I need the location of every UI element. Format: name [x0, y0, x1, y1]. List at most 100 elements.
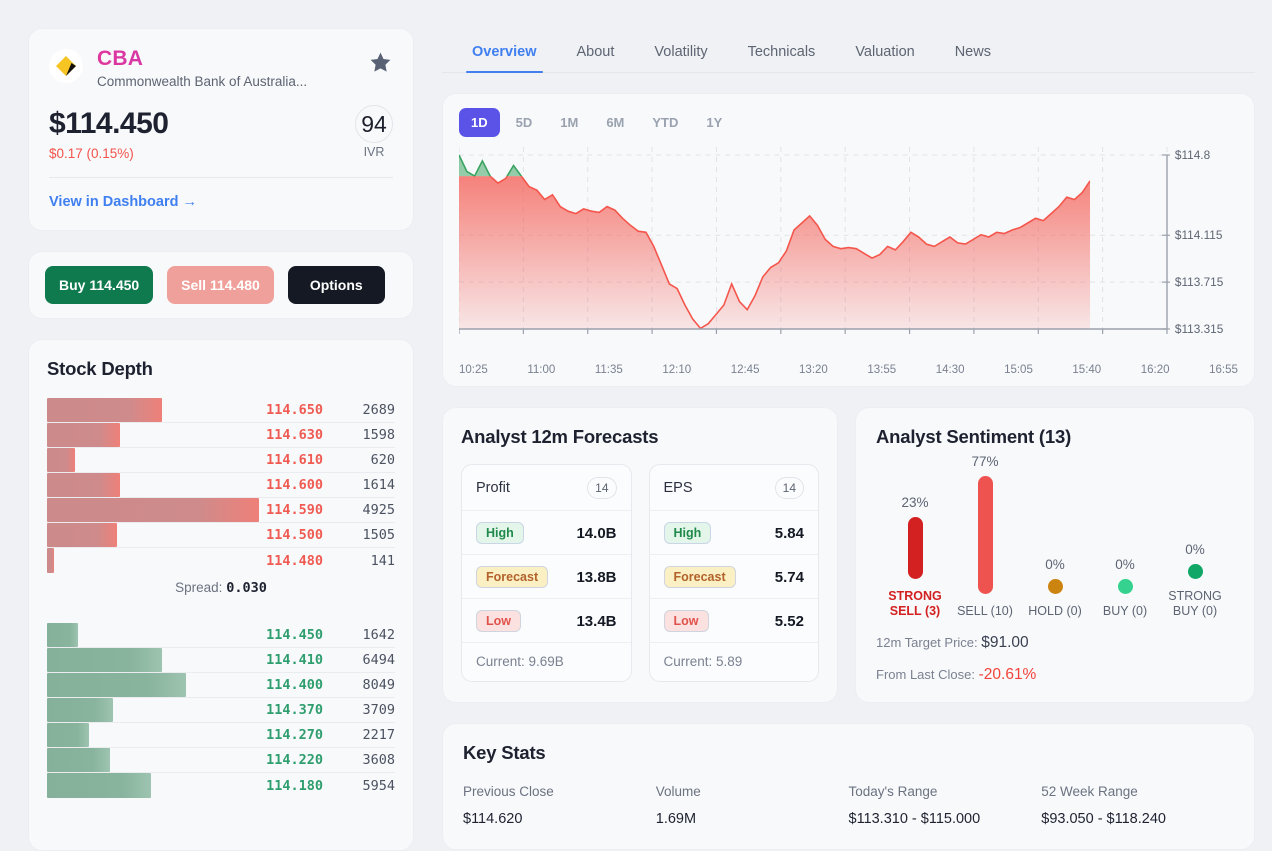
- stock-identity: CBA Commonwealth Bank of Australia...: [97, 47, 368, 89]
- view-in-dashboard-link[interactable]: View in Dashboard →: [49, 194, 197, 211]
- stat-label: Today's Range: [848, 784, 938, 799]
- sentiment-label: STRONG SELL (3): [888, 588, 942, 619]
- forecast-row: Low 13.4B: [462, 599, 631, 643]
- table-row[interactable]: 114.650 2689: [47, 398, 395, 424]
- sentiment-column: 23% STRONG SELL (3): [880, 495, 950, 620]
- forecast-badge: Forecast: [476, 566, 549, 588]
- depth-price: 114.400: [266, 677, 323, 694]
- forecast-metric-name: EPS: [663, 480, 693, 496]
- right-column: Overview About Volatility Technicals Valuati…: [442, 28, 1255, 851]
- depth-volume-bar: [47, 548, 54, 574]
- tab-overview[interactable]: Overview: [456, 38, 553, 73]
- depth-price: 114.450: [266, 627, 323, 644]
- table-row[interactable]: 114.410 6494: [47, 648, 395, 674]
- price-chart: $114.8 $114.115 $113.715 $113.315: [458, 147, 1238, 362]
- table-row[interactable]: 114.450 1642: [47, 623, 395, 649]
- depth-price: 114.480: [266, 552, 323, 569]
- chart-line-down: [473, 176, 1091, 330]
- range-ytd[interactable]: YTD: [640, 108, 690, 137]
- tab-volatility[interactable]: Volatility: [638, 38, 723, 72]
- spread-value: 0.030: [226, 580, 267, 597]
- forecast-badge: Low: [476, 610, 521, 632]
- tab-news[interactable]: News: [939, 38, 1007, 72]
- depth-volume: 4925: [362, 502, 395, 519]
- x-axis-label: 11:00: [527, 364, 556, 376]
- sentiment-column: 0% HOLD (0): [1020, 557, 1090, 620]
- table-row[interactable]: 114.600 1614: [47, 473, 395, 499]
- stock-company-name: Commonwealth Bank of Australia...: [97, 74, 308, 90]
- sentiment-label: STRONG BUY (0): [1168, 588, 1222, 619]
- forecast-card-profit: Profit 14 High 14.0B Forecast 13.8B Low 13.4B Cu…: [461, 464, 632, 682]
- price-group: $114.450 $0.17 (0.15%): [49, 107, 169, 161]
- table-row[interactable]: 114.480 141: [47, 548, 395, 574]
- table-row[interactable]: 114.590 4925: [47, 498, 395, 524]
- range-1y[interactable]: 1Y: [694, 108, 734, 137]
- table-row[interactable]: 114.220 3608: [47, 748, 395, 774]
- chart-area-down: [459, 176, 1091, 329]
- depth-volume-bar: [47, 648, 162, 673]
- ivr-value: 94: [355, 105, 393, 144]
- stock-summary-card: CBA Commonwealth Bank of Australia... $1…: [28, 28, 414, 232]
- forecasts-title: Analyst 12m Forecasts: [461, 426, 659, 447]
- depth-price: 114.600: [266, 477, 323, 494]
- sentiment-column: 77% SELL (10): [950, 454, 1020, 620]
- sentiment-percent: 0%: [1115, 557, 1135, 573]
- sentiment-percent: 77%: [971, 454, 999, 470]
- options-button[interactable]: Options: [287, 266, 385, 305]
- depth-volume-bar: [47, 698, 114, 723]
- buy-button[interactable]: Buy 114.450: [45, 266, 154, 305]
- analyst-sentiment-card: Analyst Sentiment (13) 23% STRONG SELL (3…: [855, 407, 1255, 703]
- stock-ticker: CBA: [97, 47, 368, 71]
- sell-button[interactable]: Sell 114.480: [167, 266, 274, 305]
- tab-technicals[interactable]: Technicals: [732, 38, 832, 72]
- depth-volume: 620: [370, 452, 395, 469]
- section-tabs: Overview About Volatility Technicals Valuati…: [442, 28, 1255, 73]
- depth-price: 114.270: [266, 727, 323, 744]
- forecast-row: Forecast 5.74: [649, 555, 818, 599]
- x-axis-label: 15:40: [1072, 364, 1102, 376]
- depth-volume-bar: [47, 723, 89, 748]
- depth-volume-bar: [47, 773, 152, 799]
- target-price-label: 12m Target Price:: [876, 635, 978, 650]
- price-block: $114.450 $0.17 (0.15%) 94 IVR: [49, 105, 393, 161]
- range-6m[interactable]: 6M: [594, 108, 636, 137]
- depth-price: 114.220: [266, 752, 323, 769]
- depth-volume-bar: [47, 748, 110, 773]
- y-axis-label: $114.8: [1175, 148, 1211, 162]
- target-price-value: $91.00: [981, 634, 1029, 651]
- range-1m[interactable]: 1M: [548, 108, 590, 137]
- depth-volume-bar: [47, 473, 121, 498]
- depth-volume: 1598: [362, 427, 395, 444]
- table-row[interactable]: 114.180 5954: [47, 773, 395, 799]
- favorite-star-icon[interactable]: [368, 50, 393, 80]
- forecast-value: 14.0B: [576, 524, 617, 542]
- forecast-value: 13.4B: [576, 612, 617, 630]
- tab-valuation[interactable]: Valuation: [839, 38, 930, 72]
- table-row[interactable]: 114.630 1598: [47, 423, 395, 449]
- chart-area-up: [459, 155, 522, 177]
- range-1d[interactable]: 1D: [459, 108, 500, 137]
- depth-volume: 141: [370, 552, 395, 569]
- depth-price: 114.180: [266, 777, 323, 794]
- depth-volume: 5954: [362, 777, 395, 794]
- depth-volume-bar: [47, 423, 121, 448]
- buy-depth-table: 114.450 1642 114.410 6494 114.400 8049 114.370…: [47, 623, 395, 799]
- table-row[interactable]: 114.370 3709: [47, 698, 395, 724]
- y-axis-label: $113.715: [1175, 275, 1224, 289]
- table-row[interactable]: 114.400 8049: [47, 673, 395, 699]
- stat-value: $114.620: [463, 811, 523, 827]
- depth-volume-bar: [47, 498, 260, 523]
- x-axis-label: 12:45: [730, 364, 760, 376]
- tab-about[interactable]: About: [561, 38, 631, 72]
- forecast-row: Low 5.52: [649, 599, 818, 643]
- forecast-current: Current: 9.69B: [476, 654, 564, 669]
- table-row[interactable]: 114.610 620: [47, 448, 395, 474]
- ivr-label: IVR: [363, 145, 385, 160]
- table-row[interactable]: 114.500 1505: [47, 523, 395, 549]
- table-row[interactable]: 114.270 2217: [47, 723, 395, 749]
- forecast-value: 5.74: [774, 568, 804, 586]
- sentiment-percent: 0%: [1185, 541, 1205, 557]
- depth-volume-bar: [47, 523, 117, 548]
- range-5d[interactable]: 5D: [504, 108, 545, 137]
- sentiment-column: 0% BUY (0): [1090, 557, 1160, 620]
